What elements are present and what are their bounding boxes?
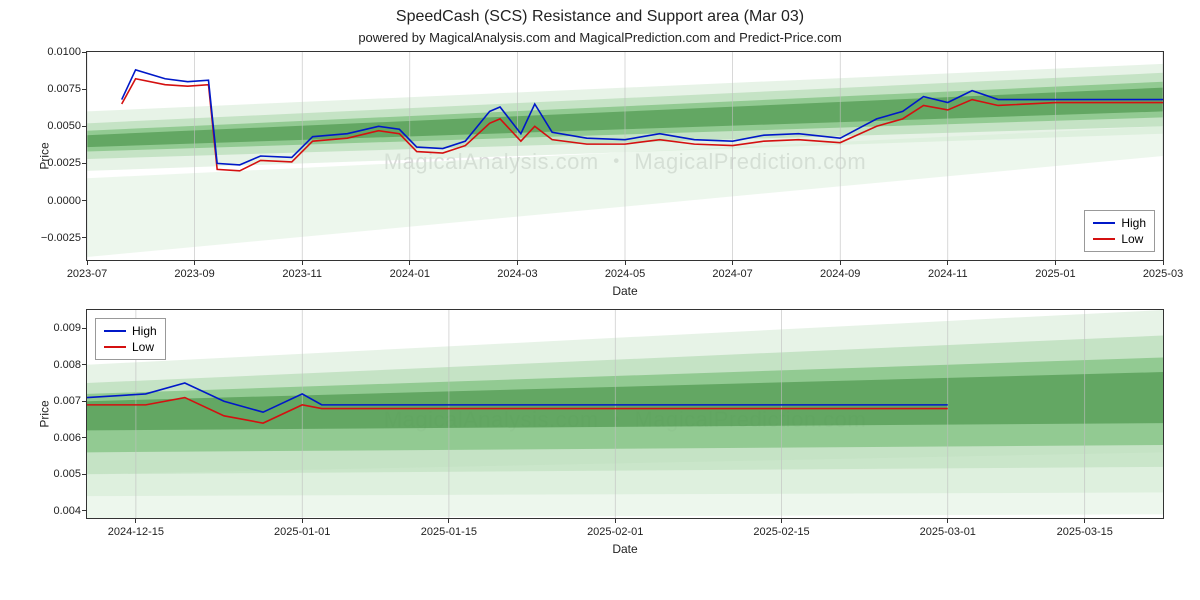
- x-tick-label: 2024-11: [928, 268, 968, 280]
- x-tick-label: 2024-01: [390, 268, 430, 280]
- top-chart-panel: Price Date MagicalAnalysis.com ・ Magical…: [86, 51, 1164, 261]
- legend-row-low: Low: [104, 339, 157, 355]
- y-tick-label: 0.0075: [25, 83, 81, 95]
- y-tick-label: 0.007: [25, 395, 81, 407]
- bottom-chart-svg: [87, 310, 1163, 518]
- legend-label-high: High: [1121, 215, 1146, 231]
- legend-row-low: Low: [1093, 231, 1146, 247]
- x-tick-label: 2025-01: [1035, 268, 1075, 280]
- x-tick-label: 2025-01-15: [421, 526, 477, 538]
- legend-swatch-high: [104, 330, 126, 332]
- x-tick-label: 2025-03-01: [920, 526, 976, 538]
- x-tick-label: 2023-07: [67, 268, 107, 280]
- x-tick-label: 2025-01-01: [274, 526, 330, 538]
- x-axis-label: Date: [87, 542, 1163, 556]
- legend-row-high: High: [104, 323, 157, 339]
- x-tick-label: 2025-03-15: [1057, 526, 1113, 538]
- y-tick-label: 0.0000: [25, 195, 81, 207]
- x-tick-label: 2023-11: [282, 268, 322, 280]
- x-tick-label: 2024-07: [712, 268, 752, 280]
- page: SpeedCash (SCS) Resistance and Support a…: [0, 0, 1200, 600]
- legend-label-low: Low: [1121, 231, 1143, 247]
- x-tick-label: 2023-09: [174, 268, 214, 280]
- x-tick-label: 2024-09: [820, 268, 860, 280]
- y-tick-label: 0.009: [25, 322, 81, 334]
- x-tick-label: 2024-03: [497, 268, 537, 280]
- x-tick-label: 2025-03: [1143, 268, 1183, 280]
- bottom-chart-panel: Price Date MagicalAnalysis.com ・ Magical…: [86, 309, 1164, 519]
- x-tick-label: 2024-12-15: [108, 526, 164, 538]
- y-tick-label: 0.008: [25, 359, 81, 371]
- x-tick-label: 2025-02-01: [587, 526, 643, 538]
- legend-label-high: High: [132, 323, 157, 339]
- top-chart-svg: [87, 52, 1163, 260]
- chart-subtitle: powered by MagicalAnalysis.com and Magic…: [18, 30, 1182, 45]
- legend-label-low: Low: [132, 339, 154, 355]
- legend-box: High Low: [95, 318, 166, 360]
- y-tick-label: 0.006: [25, 432, 81, 444]
- legend-row-high: High: [1093, 215, 1146, 231]
- y-tick-label: 0.004: [25, 505, 81, 517]
- y-tick-label: 0.0025: [25, 157, 81, 169]
- legend-swatch-low: [104, 346, 126, 348]
- y-tick-label: 0.005: [25, 468, 81, 480]
- legend-box: High Low: [1084, 210, 1155, 252]
- y-tick-label: 0.0100: [25, 46, 81, 58]
- legend-swatch-low: [1093, 238, 1115, 240]
- legend-swatch-high: [1093, 222, 1115, 224]
- x-tick-label: 2025-02-15: [753, 526, 809, 538]
- y-tick-label: −0.0025: [25, 232, 81, 244]
- x-tick-label: 2024-05: [605, 268, 645, 280]
- chart-title: SpeedCash (SCS) Resistance and Support a…: [18, 8, 1182, 26]
- x-axis-label: Date: [87, 284, 1163, 298]
- y-tick-label: 0.0050: [25, 120, 81, 132]
